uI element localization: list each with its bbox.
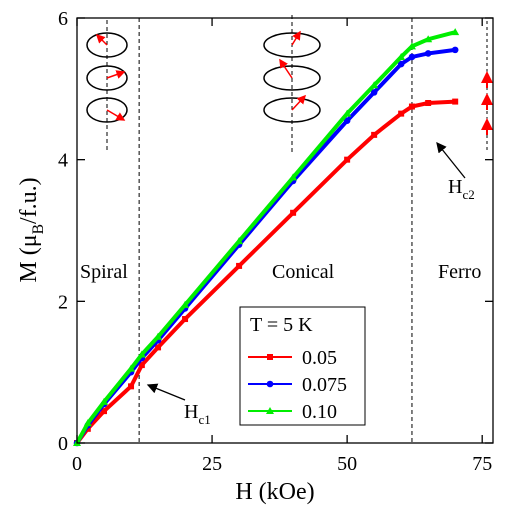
marker	[343, 109, 352, 117]
marker	[181, 300, 190, 308]
hc1-label-main: H	[184, 401, 198, 423]
marker	[137, 350, 146, 358]
marker	[266, 380, 274, 388]
y-tick-label: 4	[58, 150, 68, 172]
hc2-label: Hc2	[448, 176, 475, 202]
x-axis-label: H (kOe)	[235, 479, 314, 505]
hc1-label: Hc1	[184, 401, 211, 427]
marker	[83, 419, 92, 427]
marker	[452, 98, 459, 105]
marker	[128, 383, 135, 390]
marker	[398, 110, 405, 117]
annotation: Ferro	[438, 261, 481, 283]
legend-label: 0.10	[302, 401, 337, 423]
marker	[451, 46, 459, 54]
marker	[344, 156, 351, 163]
marker	[236, 262, 243, 269]
hc1-arrow	[146, 383, 186, 401]
marker	[397, 60, 405, 68]
marker	[424, 50, 432, 57]
y-axis-label: M (μB/f.u.)	[16, 177, 47, 282]
annotation: Conical	[272, 261, 335, 283]
marker	[101, 408, 108, 415]
legend-label: 0.05	[302, 347, 337, 369]
marker	[425, 100, 432, 106]
y-axis-label-sub: B	[30, 224, 47, 234]
legend-title: T = 5 K	[250, 314, 313, 336]
marker	[290, 209, 297, 216]
marker	[371, 131, 378, 138]
marker	[289, 173, 298, 181]
y-axis-label-main: M (μ	[16, 234, 42, 282]
hc2-label-main: H	[448, 176, 462, 198]
marker	[424, 35, 433, 43]
marker	[154, 332, 163, 340]
annotation: Spiral	[80, 261, 128, 283]
marker	[235, 237, 244, 245]
x-tick-label: 50	[337, 453, 357, 475]
marker	[451, 28, 460, 36]
y-tick-label: 2	[58, 291, 68, 313]
marker	[397, 52, 406, 60]
x-tick-label: 25	[202, 453, 222, 475]
x-tick-label: 75	[472, 453, 492, 475]
plot-frame	[76, 17, 494, 444]
legend-label: 0.075	[302, 374, 347, 396]
x-tick-label: 0	[72, 453, 82, 475]
y-tick-label: 0	[58, 433, 68, 455]
hc2-arrow	[436, 141, 466, 179]
marker	[182, 316, 189, 323]
marker	[370, 81, 379, 89]
hc2-label-sub: c2	[462, 187, 474, 202]
spin-icons	[86, 15, 493, 155]
marker	[138, 362, 145, 369]
marker	[343, 117, 351, 125]
marker	[408, 103, 415, 110]
marker	[100, 397, 109, 405]
hc1-label-sub: c1	[198, 412, 210, 427]
marker	[266, 407, 274, 414]
legend-box	[239, 306, 366, 426]
marker	[407, 42, 416, 50]
marker	[155, 344, 162, 351]
y-tick-label: 6	[58, 8, 68, 30]
marker	[267, 354, 273, 360]
marker	[370, 89, 378, 96]
marker	[127, 364, 136, 372]
y-axis-label-tail: /f.u.)	[16, 177, 42, 224]
marker	[408, 53, 416, 61]
